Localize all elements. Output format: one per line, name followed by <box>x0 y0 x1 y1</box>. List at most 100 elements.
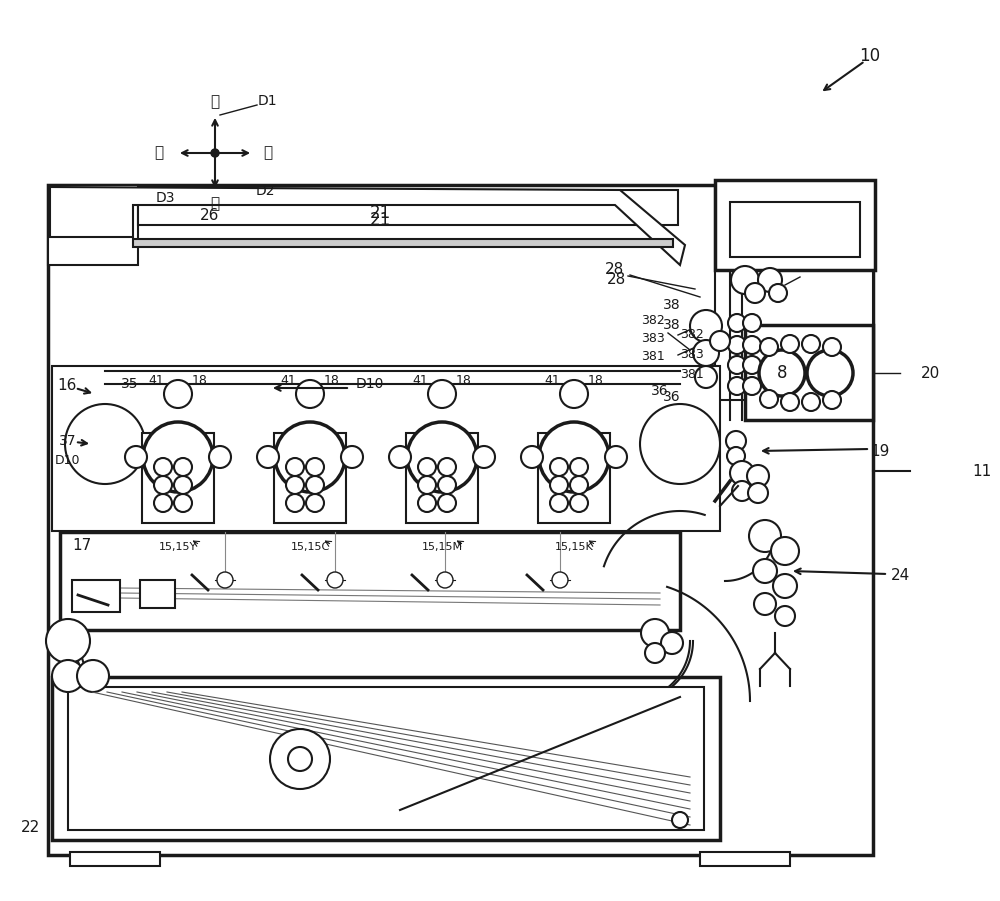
Circle shape <box>65 404 145 484</box>
Circle shape <box>154 458 172 476</box>
Circle shape <box>306 458 324 476</box>
Bar <box>274 433 346 523</box>
Text: 20: 20 <box>920 366 940 380</box>
Text: 11: 11 <box>972 463 992 478</box>
Text: 37: 37 <box>59 434 77 448</box>
Circle shape <box>743 356 761 374</box>
Circle shape <box>438 458 456 476</box>
Circle shape <box>645 643 665 663</box>
Circle shape <box>745 283 765 303</box>
Circle shape <box>775 606 795 626</box>
Circle shape <box>747 465 769 487</box>
Text: 后: 后 <box>263 145 273 160</box>
Text: D2: D2 <box>255 184 275 198</box>
Text: 36: 36 <box>651 384 669 398</box>
Circle shape <box>748 483 768 503</box>
Text: 18: 18 <box>324 375 340 387</box>
Text: 前: 前 <box>154 145 164 160</box>
Text: 381: 381 <box>641 350 665 362</box>
Circle shape <box>743 377 761 395</box>
Circle shape <box>710 331 730 351</box>
Text: 381: 381 <box>680 369 704 381</box>
Bar <box>745 325 873 420</box>
Circle shape <box>438 476 456 494</box>
Circle shape <box>550 476 568 494</box>
Text: 38: 38 <box>663 298 681 312</box>
Circle shape <box>418 458 436 476</box>
Circle shape <box>306 476 324 494</box>
Bar <box>538 433 610 523</box>
Circle shape <box>209 446 231 468</box>
Text: 21: 21 <box>369 204 391 222</box>
Circle shape <box>743 314 761 332</box>
Circle shape <box>728 377 746 395</box>
Bar <box>715 185 873 400</box>
Circle shape <box>773 574 797 598</box>
Circle shape <box>418 494 436 512</box>
Text: 18: 18 <box>192 375 208 387</box>
Polygon shape <box>50 187 685 265</box>
Circle shape <box>759 350 805 396</box>
Text: 上: 上 <box>210 95 220 110</box>
Circle shape <box>211 149 219 157</box>
Circle shape <box>732 481 752 501</box>
Bar <box>68 687 704 830</box>
Circle shape <box>760 338 778 356</box>
Circle shape <box>754 593 776 615</box>
Bar <box>140 580 175 608</box>
Text: 382: 382 <box>680 329 704 341</box>
Circle shape <box>286 458 304 476</box>
Circle shape <box>306 494 324 512</box>
Circle shape <box>46 619 90 663</box>
Circle shape <box>407 422 477 492</box>
Circle shape <box>570 458 588 476</box>
Text: 28: 28 <box>605 261 625 277</box>
Text: 41: 41 <box>544 375 560 387</box>
Text: 8: 8 <box>777 364 787 382</box>
Text: 383: 383 <box>680 349 704 361</box>
Circle shape <box>823 391 841 409</box>
Circle shape <box>286 476 304 494</box>
Bar <box>48 185 873 855</box>
Circle shape <box>473 446 495 468</box>
Text: 15,15K: 15,15K <box>555 542 593 552</box>
Circle shape <box>605 446 627 468</box>
Circle shape <box>570 494 588 512</box>
Text: D3: D3 <box>155 191 175 205</box>
Circle shape <box>418 476 436 494</box>
Text: 17: 17 <box>72 539 91 553</box>
Bar <box>52 677 720 840</box>
Text: 38: 38 <box>663 318 681 332</box>
Circle shape <box>539 422 609 492</box>
Circle shape <box>437 572 453 588</box>
Circle shape <box>771 537 799 565</box>
Text: D10: D10 <box>55 454 81 468</box>
Circle shape <box>823 338 841 356</box>
Circle shape <box>758 268 782 292</box>
Circle shape <box>753 559 777 583</box>
Circle shape <box>640 404 720 484</box>
Circle shape <box>552 572 568 588</box>
Text: 26: 26 <box>200 207 220 223</box>
Circle shape <box>389 446 411 468</box>
Text: 24: 24 <box>890 569 910 584</box>
Text: 15,15Y: 15,15Y <box>159 542 197 552</box>
Circle shape <box>52 660 84 692</box>
Circle shape <box>769 284 787 302</box>
Circle shape <box>570 476 588 494</box>
Text: 15,15M: 15,15M <box>421 542 463 552</box>
Bar <box>406 433 478 523</box>
Circle shape <box>802 393 820 411</box>
Circle shape <box>550 494 568 512</box>
Circle shape <box>174 494 192 512</box>
Circle shape <box>731 266 759 294</box>
Circle shape <box>154 494 172 512</box>
Bar <box>52 366 720 531</box>
Text: 10: 10 <box>859 47 881 65</box>
Circle shape <box>802 335 820 353</box>
Circle shape <box>672 812 688 828</box>
Circle shape <box>726 431 746 451</box>
Circle shape <box>438 494 456 512</box>
Circle shape <box>270 729 330 789</box>
Circle shape <box>781 335 799 353</box>
